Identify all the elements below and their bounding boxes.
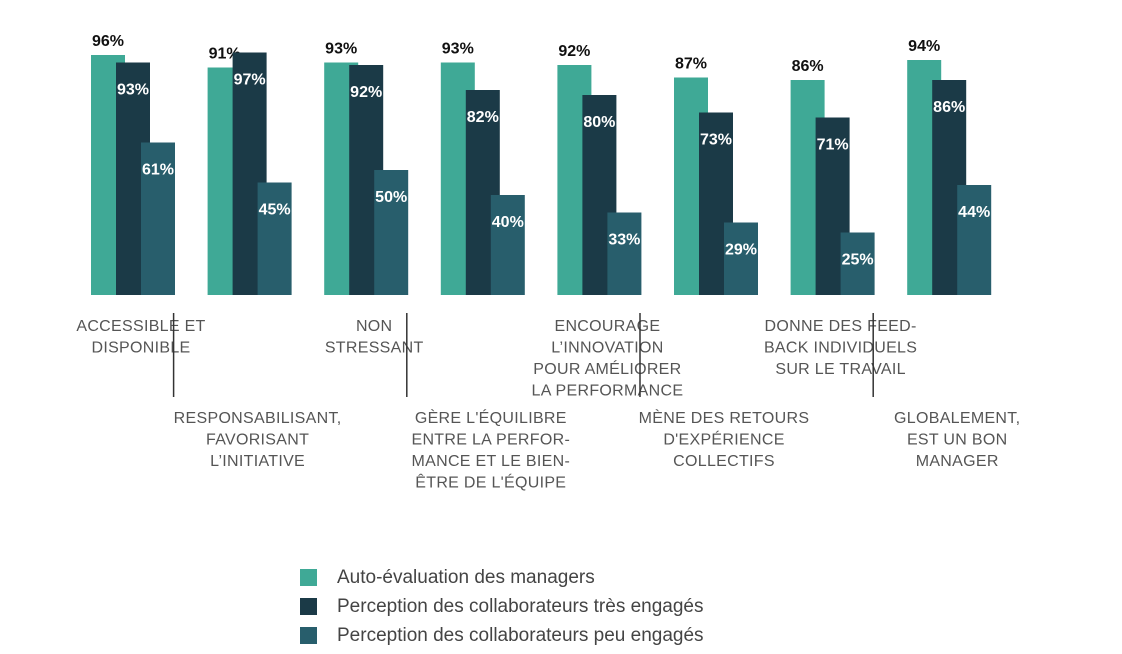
bar-series-3-category-5 bbox=[607, 212, 642, 295]
bar-series-3-category-3 bbox=[374, 170, 409, 295]
bar-series-3-category-1 bbox=[141, 142, 175, 295]
legend-label-peu-engages: Perception des collaborateurs peu engagé… bbox=[337, 624, 704, 646]
value-label-series-3-category-8: 44% bbox=[958, 204, 990, 221]
category-label-3: NON STRESSANT bbox=[325, 318, 424, 357]
value-label-series-2-category-7: 71% bbox=[817, 137, 849, 154]
value-label-series-2-category-3: 92% bbox=[350, 84, 382, 101]
value-label-series-3-category-7: 25% bbox=[842, 252, 874, 269]
value-label-series-2-category-5: 80% bbox=[583, 114, 615, 131]
value-label-series-1-category-5: 92% bbox=[558, 43, 590, 60]
bar-series-3-category-7 bbox=[840, 232, 875, 295]
value-label-series-2-category-1: 93% bbox=[117, 82, 149, 99]
legend-item-tres-engages: Perception des collaborateurs très engag… bbox=[300, 592, 704, 621]
legend-label-auto-evaluation: Auto-évaluation des managers bbox=[337, 566, 595, 588]
category-label-2: RESPONSABILISANT, FAVORISANT L’INITIATIVE bbox=[174, 410, 342, 470]
legend-label-tres-engages: Perception des collaborateurs très engag… bbox=[337, 595, 704, 617]
value-label-series-3-category-6: 29% bbox=[725, 242, 757, 259]
category-label-7: DONNE DES FEED-BACK INDIVIDUELS SUR LE TR… bbox=[764, 318, 917, 378]
value-label-series-3-category-5: 33% bbox=[608, 232, 640, 249]
category-label-6: MÈNE DES RETOURS D'EXPÉRIENCE COLLECTIFS bbox=[639, 408, 810, 470]
value-label-series-1-category-4: 93% bbox=[442, 41, 474, 58]
value-label-series-1-category-7: 86% bbox=[792, 58, 824, 75]
legend-item-auto-evaluation: Auto-évaluation des managers bbox=[300, 563, 704, 592]
value-label-series-3-category-4: 40% bbox=[492, 214, 524, 231]
bar-series-3-category-4 bbox=[490, 195, 525, 295]
category-label-4: GÈRE L'ÉQUILIBRE ENTRE LA PERFOR-MANCE ET… bbox=[411, 408, 570, 492]
value-label-series-3-category-2: 45% bbox=[259, 202, 291, 219]
value-label-series-3-category-1: 61% bbox=[142, 162, 174, 179]
value-label-series-1-category-1: 96% bbox=[92, 33, 124, 50]
category-label-1: ACCESSIBLE ET DISPONIBLE bbox=[76, 318, 205, 357]
category-label-8: GLOBALEMENT, EST UN BON MANAGER bbox=[894, 410, 1020, 470]
category-label-5: ENCOURAGE L’INNOVATION POUR AMÉLIORER LA PE… bbox=[532, 318, 684, 400]
bar-series-3-category-2 bbox=[257, 182, 292, 295]
bar-series-3-category-6 bbox=[724, 222, 758, 295]
value-label-series-1-category-6: 87% bbox=[675, 56, 707, 73]
bar-series-3-category-8 bbox=[957, 185, 992, 295]
value-label-series-2-category-8: 86% bbox=[933, 99, 965, 116]
value-label-series-1-category-3: 93% bbox=[325, 41, 357, 58]
value-label-series-3-category-3: 50% bbox=[375, 189, 407, 206]
legend-item-peu-engages: Perception des collaborateurs peu engagé… bbox=[300, 621, 704, 650]
value-label-series-2-category-2: 97% bbox=[234, 72, 266, 89]
legend-swatch-auto-evaluation bbox=[300, 569, 317, 586]
value-label-series-1-category-8: 94% bbox=[908, 38, 940, 55]
chart-legend: Auto-évaluation des managers Perception … bbox=[300, 563, 704, 650]
value-label-series-2-category-6: 73% bbox=[700, 132, 732, 149]
value-label-series-2-category-4: 82% bbox=[467, 109, 499, 126]
legend-swatch-tres-engages bbox=[300, 598, 317, 615]
legend-swatch-peu-engages bbox=[300, 627, 317, 644]
